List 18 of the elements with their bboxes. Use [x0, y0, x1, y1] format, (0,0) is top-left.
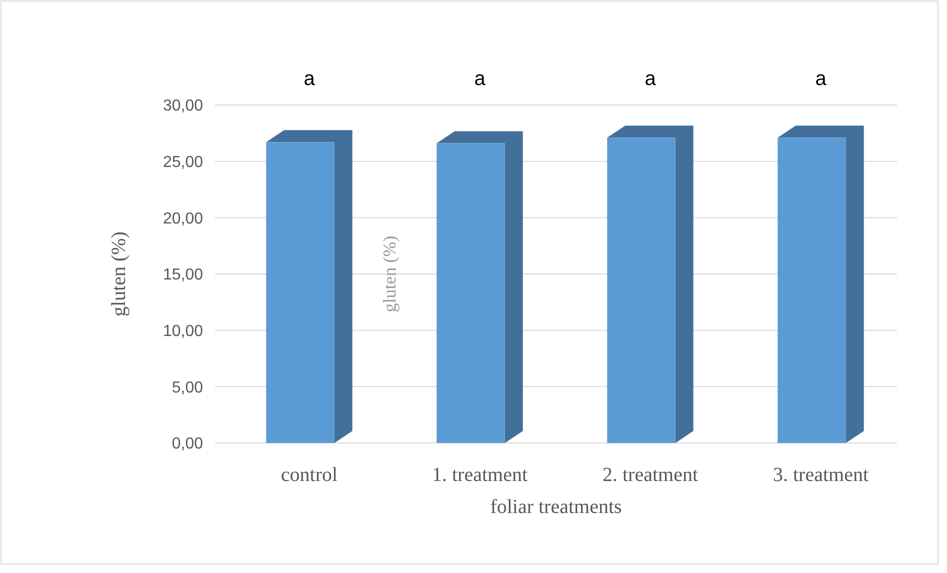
text: a [304, 68, 316, 90]
x-tick-label: 1. treatment [432, 464, 528, 486]
x-tick-label: control [280, 464, 338, 486]
text: a [815, 68, 828, 90]
y-tick-label: 15,00 [162, 266, 204, 284]
x-axis-title: foliar treatments [490, 496, 622, 518]
y-tick-label: 10,00 [162, 322, 204, 340]
annotation: gluten (%) [380, 236, 400, 312]
text: a [474, 68, 486, 90]
y-tick-label: 0,00 [172, 436, 204, 453]
y-axis-title: gluten (%) [108, 232, 130, 316]
text: a [644, 68, 657, 90]
x-tick-label: 3. treatment [772, 464, 869, 486]
y-tick-label: 25,00 [162, 154, 204, 171]
y-tick-label: 5,00 [172, 379, 204, 396]
y-tick-label: 20,00 [162, 210, 204, 228]
y-tick-label: 30,00 [162, 98, 204, 115]
x-tick-label: 2. treatment [602, 464, 698, 486]
